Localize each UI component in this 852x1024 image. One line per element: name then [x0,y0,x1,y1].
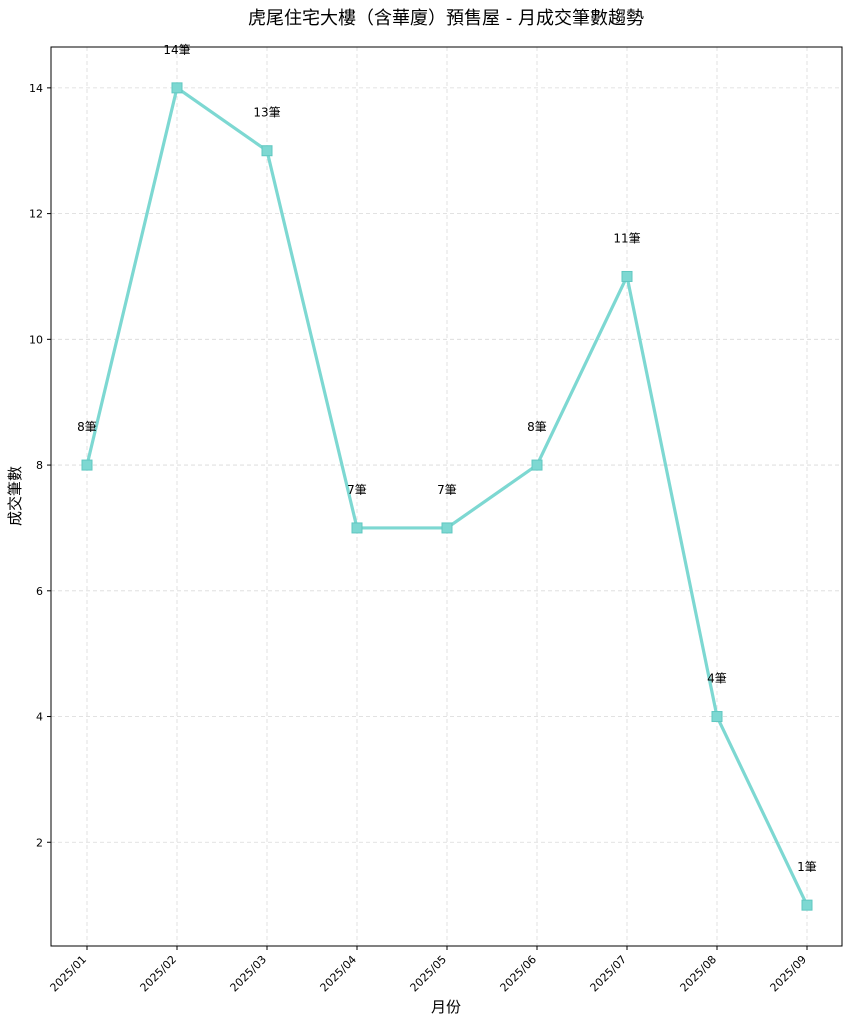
data-label: 1筆 [797,860,817,874]
data-point [441,522,453,534]
x-tick-label: 2025/09 [768,953,810,995]
y-tick-label: 14 [29,82,43,95]
data-label: 14筆 [163,43,190,57]
y-tick-label: 12 [29,208,43,221]
x-tick-label: 2025/01 [48,953,90,995]
y-tick-label: 6 [36,585,43,598]
data-point [171,82,183,94]
chart-title: 虎尾住宅大樓（含華廈）預售屋 - 月成交筆數趨勢 [248,8,644,29]
data-label: 8筆 [77,420,97,434]
y-tick-label: 8 [36,459,43,472]
data-label: 13筆 [253,106,280,120]
data-point [261,145,273,157]
data-labels: 8筆 14筆 13筆 7筆 7筆 8筆 11筆 4筆 1筆 [77,43,817,874]
x-tick-label: 2025/03 [228,953,270,995]
data-point [621,270,633,282]
data-label: 4筆 [707,672,727,686]
plot-frame [50,46,843,947]
grid [51,47,842,946]
data-point [351,522,363,534]
data-point [81,459,93,471]
x-tick-label: 2025/07 [588,953,630,995]
x-axis-label: 月份 [431,998,461,1016]
x-tick-label: 2025/02 [138,953,180,995]
x-tick-label: 2025/05 [408,953,450,995]
series-layer [81,82,813,911]
data-label: 7筆 [437,483,457,497]
x-tick-label: 2025/04 [318,953,360,995]
y-axis-label: 成交筆數 [6,466,24,526]
data-point [801,899,813,911]
x-tick-label: 2025/06 [498,953,540,995]
x-tick-label: 2025/08 [678,953,720,995]
y-tick-label: 4 [36,711,43,724]
data-point [531,459,543,471]
data-label: 7筆 [347,483,367,497]
y-tick-label: 2 [36,836,43,849]
data-point [711,711,723,723]
data-label: 8筆 [527,420,547,434]
y-tick-label: 10 [29,333,43,346]
data-label: 11筆 [613,231,640,245]
